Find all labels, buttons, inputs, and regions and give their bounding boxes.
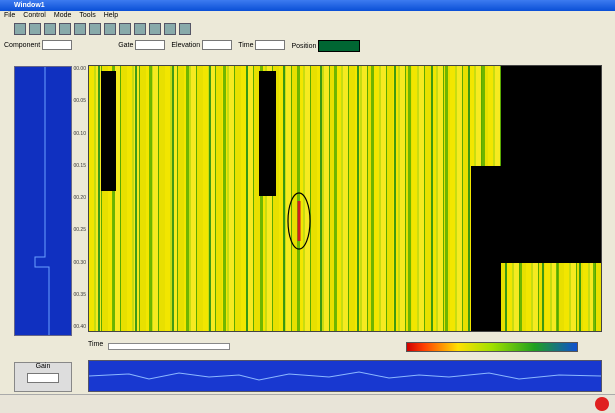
text-input[interactable] — [202, 40, 233, 51]
title-bar: Window1 — [0, 0, 615, 11]
y-tick-label: 00.05 — [73, 98, 86, 105]
y-tick-label: 00.20 — [73, 195, 86, 201]
window-title: Window1 — [14, 2, 45, 9]
y-tick-label: 00.10 — [73, 130, 86, 137]
gain-input[interactable] — [27, 373, 59, 383]
tool-button[interactable] — [134, 23, 146, 35]
y-tick-label: 00.35 — [73, 291, 86, 298]
tool-button[interactable] — [74, 23, 86, 35]
y-tick-label: 00.25 — [73, 227, 86, 234]
tool-button[interactable] — [119, 23, 131, 35]
side-trace-panel — [14, 66, 72, 336]
no-data-region — [501, 66, 601, 263]
y-axis: 00.00 00.05 00.10 00.15 00.20 00.25 00.30 00.35… — [62, 65, 86, 330]
field-label: Gate — [118, 42, 134, 49]
no-data-region — [259, 71, 276, 196]
tool-button[interactable] — [104, 23, 116, 35]
time-slider[interactable] — [108, 343, 230, 350]
text-input[interactable] — [135, 40, 166, 51]
no-data-region — [101, 71, 116, 191]
scan-image — [88, 65, 602, 332]
field: Gate — [118, 40, 166, 52]
menu-item[interactable]: Control — [23, 12, 46, 19]
gain-label: Gain — [35, 363, 51, 370]
gain-box: Gain — [14, 362, 72, 392]
text-input[interactable] — [255, 40, 286, 51]
tool-button[interactable] — [59, 23, 71, 35]
tool-button[interactable] — [89, 23, 101, 35]
y-tick-label: 00.15 — [73, 162, 86, 169]
menu-item[interactable]: Help — [103, 12, 119, 19]
y-tick-label: 00.40 — [73, 324, 86, 330]
menu-item[interactable]: File — [4, 12, 16, 19]
text-input[interactable] — [42, 40, 73, 51]
tool-button[interactable] — [14, 23, 26, 35]
color-scale — [406, 342, 578, 352]
menu-item[interactable]: Mode — [53, 12, 72, 19]
field: Component — [4, 40, 73, 52]
field-label: Position — [291, 42, 317, 50]
status-icon[interactable] — [595, 397, 609, 411]
overlay — [287, 192, 311, 250]
tool-button[interactable] — [29, 23, 41, 35]
y-tick-label: 00.00 — [73, 66, 86, 72]
menu-item[interactable]: Tools — [79, 12, 96, 19]
field: Time — [238, 40, 286, 52]
y-tick-label: 00.30 — [73, 259, 86, 266]
field-label: Elevation — [171, 42, 201, 49]
highlight-ellipse — [287, 192, 311, 250]
position-display — [318, 39, 361, 52]
tool-button[interactable] — [164, 23, 176, 35]
field-label: Component — [4, 42, 41, 49]
time-label: Time — [88, 341, 104, 348]
field-label: Time — [238, 42, 254, 49]
field: Elevation — [171, 40, 233, 52]
side-trace — [34, 67, 50, 335]
toolbar — [14, 23, 191, 37]
waveform — [88, 371, 602, 381]
parameter-row: Component Gate Elevation Time Position — [4, 39, 361, 53]
control-row: Time — [88, 338, 600, 352]
field: Position — [291, 39, 361, 53]
tool-button[interactable] — [179, 23, 191, 35]
no-data-region — [471, 166, 501, 331]
waveform-strip — [88, 360, 602, 392]
tool-button[interactable] — [149, 23, 161, 35]
menu-bar: File Control Mode Tools Help — [0, 11, 615, 21]
status-bar — [0, 394, 615, 413]
tool-button[interactable] — [44, 23, 56, 35]
